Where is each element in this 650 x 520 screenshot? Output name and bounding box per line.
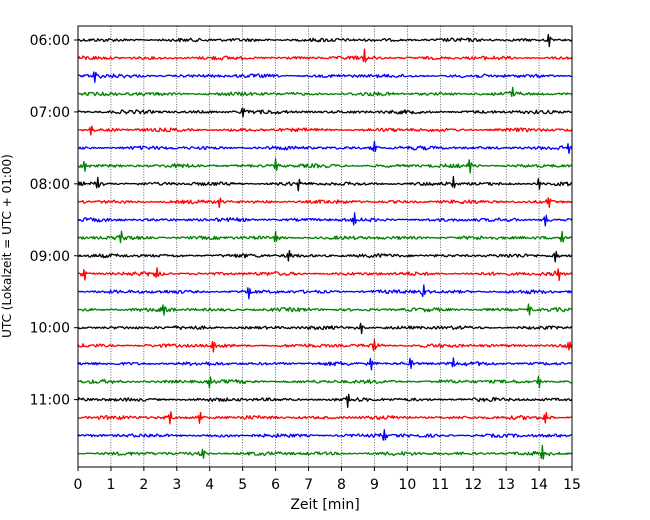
y-tick-label: 11:00 [30, 393, 70, 409]
y-axis: 06:00 07:00 08:00 09:00 10:00 11:00 [30, 33, 78, 409]
plot-frame [77, 25, 573, 468]
x-tick-label: 5 [238, 477, 247, 493]
trace-line [77, 322, 573, 335]
trace-line [77, 33, 573, 48]
x-tick-label: 12 [464, 477, 482, 493]
trace-line [77, 175, 573, 192]
trace-line [77, 375, 573, 389]
y-axis-label: UTC (Lokalzeit = UTC + 01:00) [0, 154, 14, 338]
x-tick-label: 3 [172, 477, 181, 493]
trace-line [77, 212, 573, 227]
trace-line [77, 48, 573, 63]
traces [77, 33, 573, 460]
y-tick-label: 10:00 [30, 321, 70, 337]
trace-line [77, 284, 573, 300]
y-tick-label: 08:00 [30, 177, 70, 193]
trace-line [77, 429, 573, 441]
trace-line [77, 86, 573, 98]
y-tick-label: 06:00 [30, 33, 70, 49]
x-tick-label: 14 [530, 477, 548, 493]
x-axis-label: Zeit [min] [290, 497, 359, 513]
trace-line [78, 71, 573, 83]
y-tick-label: 09:00 [30, 249, 70, 265]
x-tick-label: 1 [106, 477, 115, 493]
x-axis: 0 1 2 3 4 5 6 7 8 9 10 11 12 13 14 15 [74, 467, 581, 493]
x-tick-label: 2 [139, 477, 148, 493]
x-tick-label: 9 [370, 477, 379, 493]
trace-line [77, 357, 573, 371]
trace-line [77, 267, 573, 282]
x-tick-label: 15 [563, 477, 581, 493]
x-tick-label: 6 [271, 477, 280, 493]
grid [110, 26, 540, 467]
trace-line [77, 339, 573, 353]
trace-line [77, 107, 573, 118]
trace-line [77, 249, 573, 263]
x-tick-label: 7 [304, 477, 313, 493]
y-tick-label: 07:00 [30, 105, 70, 121]
x-tick-label: 13 [497, 477, 515, 493]
trace-line [77, 157, 573, 174]
trace-line [77, 411, 573, 425]
trace-line [78, 140, 573, 155]
trace-line [77, 303, 573, 316]
trace-line [77, 444, 573, 460]
trace-line [77, 393, 573, 408]
trace-line [77, 125, 573, 136]
x-tick-label: 4 [205, 477, 214, 493]
x-tick-label: 8 [337, 477, 346, 493]
x-tick-label: 11 [431, 477, 449, 493]
x-tick-label: 0 [74, 477, 83, 493]
x-tick-label: 10 [398, 477, 416, 493]
trace-line [77, 197, 573, 209]
trace-line [77, 230, 573, 244]
